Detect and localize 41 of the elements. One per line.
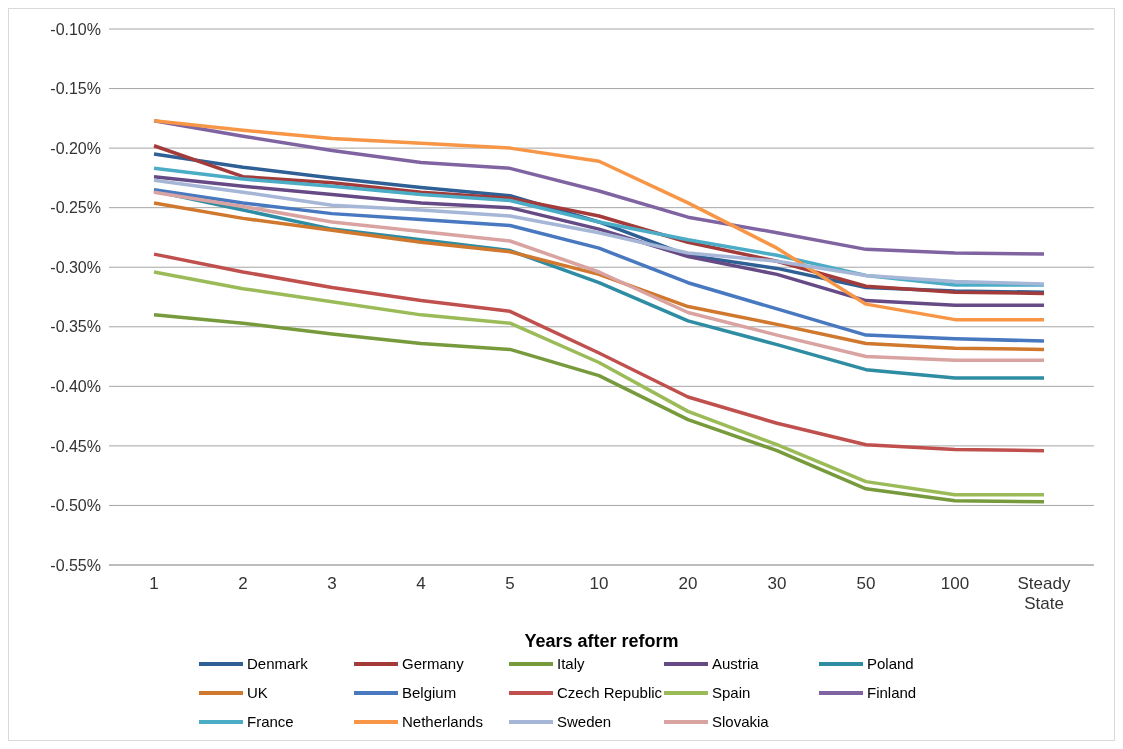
x-tick-label: 100 xyxy=(940,574,970,593)
y-tick-label: -0.40% xyxy=(50,378,101,396)
y-tick-label: -0.30% xyxy=(50,258,101,276)
legend-label: Finland xyxy=(867,684,917,701)
x-tick-label: 30 xyxy=(767,574,787,593)
legend-label: Germany xyxy=(402,655,464,672)
legend-label: Denmark xyxy=(247,655,308,672)
x-tick-label: 2 xyxy=(238,574,248,593)
y-tick-label: -0.25% xyxy=(50,199,101,217)
x-tick-label: 4 xyxy=(416,574,426,593)
legend-label: UK xyxy=(247,684,268,701)
x-tick-label: 1 xyxy=(149,574,159,593)
y-tick-label: -0.20% xyxy=(50,139,101,157)
line-series xyxy=(152,118,1046,322)
y-tick-label: -0.45% xyxy=(50,437,101,455)
x-axis-title: Years after reform xyxy=(524,631,679,651)
x-tick-label: 20 xyxy=(678,574,698,593)
legend-label: Austria xyxy=(712,655,759,672)
y-tick-label: -0.10% xyxy=(50,20,101,38)
line-series xyxy=(152,174,1046,308)
legend-label: Netherlands xyxy=(402,713,483,730)
y-tick-label: -0.15% xyxy=(50,80,101,98)
line-series xyxy=(152,313,1046,504)
legend-label: Italy xyxy=(557,655,585,672)
legend-label: Poland xyxy=(867,655,914,672)
line-series xyxy=(152,270,1046,497)
legend-label: Spain xyxy=(712,684,751,701)
legend-label: Belgium xyxy=(402,684,457,701)
legend-label: Czech Republic xyxy=(557,684,663,701)
x-tick-label: 10 xyxy=(589,574,609,593)
x-tick-label: 50 xyxy=(856,574,876,593)
legend-label: Slovakia xyxy=(712,713,769,730)
x-tick-label: Steady State xyxy=(1017,574,1071,613)
y-tick-label: -0.35% xyxy=(50,318,101,336)
y-tick-label: -0.50% xyxy=(50,497,101,515)
legend-label: Sweden xyxy=(557,713,612,730)
x-tick-label: 3 xyxy=(327,574,337,593)
y-tick-label: -0.55% xyxy=(50,556,101,574)
legend-label: France xyxy=(247,713,294,730)
line-series xyxy=(152,252,1046,453)
x-tick-label: 5 xyxy=(505,574,515,593)
